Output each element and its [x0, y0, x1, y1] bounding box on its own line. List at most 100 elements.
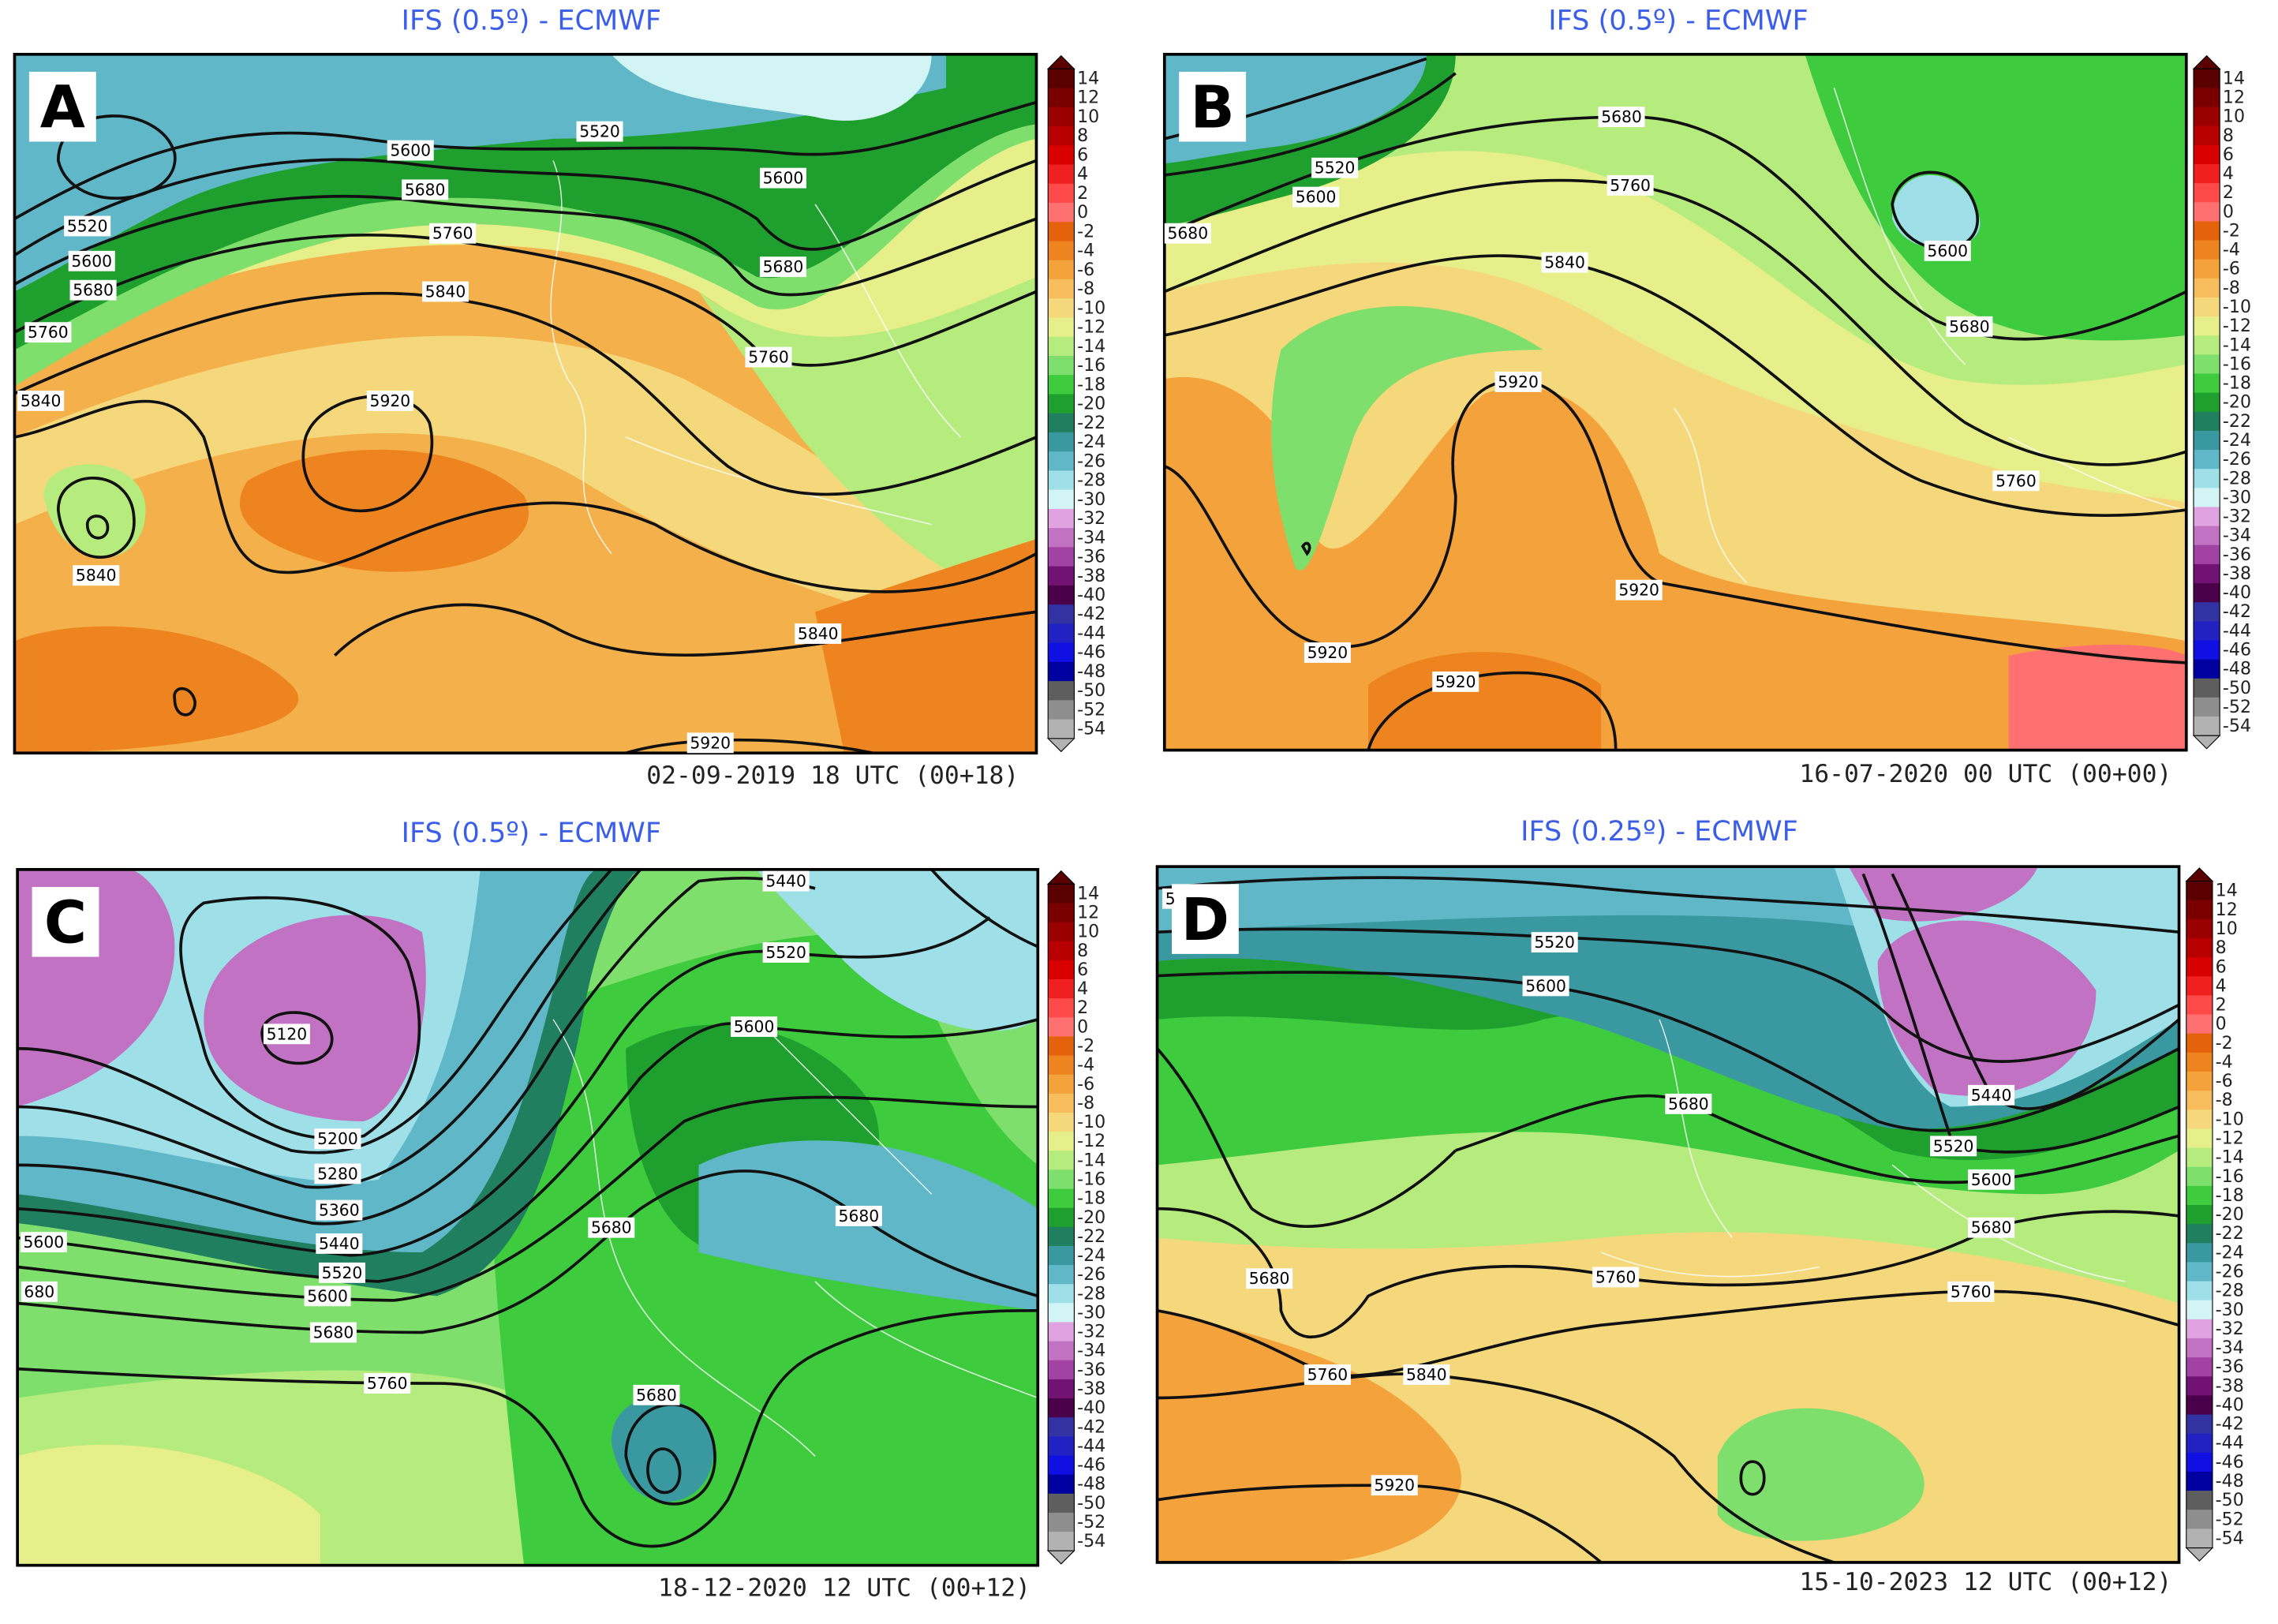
contour-label: 5600 — [1525, 976, 1566, 995]
colorbar-segment — [2194, 125, 2220, 146]
colorbar-label: 2 — [2216, 995, 2227, 1016]
map-d — [1157, 866, 2179, 1562]
colorbar-label: -26 — [1077, 451, 1105, 471]
colorbar-label: -26 — [1077, 1264, 1105, 1285]
colorbar-segment — [2194, 144, 2220, 165]
colorbar-frame — [2193, 68, 2220, 736]
contour-label: 5760 — [367, 1374, 408, 1393]
colorbar-segment — [1048, 336, 1075, 357]
colorbar-label: 12 — [2216, 900, 2238, 920]
colorbar-label: 2 — [1077, 183, 1088, 204]
colorbar-segment — [2186, 1243, 2213, 1263]
colorbar-label: -48 — [2216, 1471, 2244, 1491]
colorbar-label: -18 — [1077, 374, 1105, 395]
colorbar-segment — [2194, 259, 2220, 279]
colorbar-label: 8 — [2223, 125, 2234, 146]
colorbar-label: -8 — [2216, 1090, 2233, 1110]
contour-label-bg — [1665, 1093, 1712, 1114]
colorbar-segment — [2194, 602, 2220, 622]
colorbar-segment — [2194, 107, 2220, 127]
colorbar-bottom-cap — [1046, 1550, 1075, 1565]
colorbar-segment — [2186, 957, 2213, 977]
contour-label: 5680 — [313, 1323, 354, 1341]
colorbar-label: -38 — [2223, 563, 2251, 584]
colorbar-label: -12 — [2223, 316, 2251, 336]
colorbar-segment — [2186, 1491, 2213, 1510]
colorbar-segment — [1048, 1132, 1075, 1151]
contour-label-bg — [1541, 252, 1588, 273]
colorbar-label: -16 — [1077, 355, 1105, 376]
contour-label-bg — [795, 623, 842, 644]
colorbar-segment — [2186, 1281, 2213, 1301]
colorbar-label: 12 — [1077, 903, 1099, 923]
panel-title: IFS (0.5º) - ECMWF — [402, 4, 661, 36]
colorbar-label: 6 — [2216, 956, 2227, 977]
colorbar-label: -30 — [1077, 489, 1105, 510]
map-frame — [1155, 865, 2181, 1564]
colorbar-label: -46 — [2216, 1452, 2244, 1472]
colorbar-segment — [2194, 507, 2220, 527]
colorbar-label: -44 — [1077, 623, 1105, 643]
contour-label-bg — [588, 1217, 635, 1238]
colorbar-label: 2 — [2223, 182, 2234, 203]
contour-label-bg — [745, 346, 792, 368]
colorbar-segment — [1048, 1417, 1075, 1437]
colorbar-segment — [2186, 1033, 2213, 1053]
contour-label: 5680 — [1668, 1095, 1709, 1113]
panel-letter-box — [1172, 884, 1239, 954]
colorbar-label: -36 — [1077, 1360, 1105, 1380]
colorbar-segment — [1048, 394, 1075, 414]
contour-label: 5520 — [1933, 1136, 1974, 1155]
colorbar-segment — [2186, 1414, 2213, 1435]
colorbar-segment — [1048, 222, 1075, 242]
colorbar-label: -14 — [2223, 335, 2251, 355]
colorbar-label: -14 — [2216, 1147, 2244, 1168]
colorbar-segment — [2186, 1376, 2213, 1396]
colorbar-bottom-cap — [2192, 735, 2221, 750]
colorbar-segment — [1048, 69, 1075, 89]
contour-label-bg — [1531, 932, 1578, 953]
contour-label: 5680 — [591, 1218, 632, 1237]
colorbar-segment — [1048, 241, 1075, 261]
colorbar-segment — [1048, 298, 1075, 319]
contour-label-bg — [835, 1205, 882, 1226]
contour-label: 5920 — [370, 391, 411, 410]
colorbar-segment — [2186, 1300, 2213, 1320]
colorbar-bottom-cap — [1046, 738, 1075, 753]
colorbar-segment — [2186, 1109, 2213, 1129]
colorbar-segment — [2186, 1262, 2213, 1282]
colorbar-segment — [1048, 451, 1075, 471]
colorbar-segment — [2186, 1338, 2213, 1358]
panel-title: IFS (0.5º) - ECMWF — [1548, 4, 1808, 36]
colorbar-label: -8 — [1077, 279, 1094, 299]
colorbar-label: -20 — [2216, 1204, 2244, 1225]
contour-label: 5760 — [1996, 471, 2037, 490]
colorbar-segment — [2186, 1128, 2213, 1149]
contour-label-bg — [731, 1016, 778, 1038]
contour-label-bg — [318, 1262, 366, 1283]
map-a — [14, 54, 1037, 754]
colorbar-segment — [2186, 1510, 2213, 1529]
contour-label: 5600 — [734, 1017, 775, 1036]
colorbar-segment — [1048, 432, 1075, 452]
colorbar-segment — [1048, 317, 1075, 338]
colorbar-label: -16 — [2223, 354, 2251, 374]
contour-label-bg — [21, 1281, 58, 1302]
colorbar-segment — [1048, 1398, 1075, 1418]
colorbar-segment — [2194, 563, 2220, 584]
colorbar-label: -22 — [1077, 1226, 1105, 1247]
colorbar-segment — [1048, 1036, 1075, 1057]
contour-label-bg — [1607, 174, 1654, 196]
colorbar-label: -18 — [2216, 1185, 2244, 1206]
colorbar-segment — [2186, 1357, 2213, 1377]
colorbar-label: 4 — [1077, 979, 1088, 999]
colorbar-label: -14 — [1077, 1150, 1105, 1170]
contour-label-bg — [64, 215, 111, 237]
colorbar-bottom-cap — [2185, 1547, 2214, 1562]
contour-label-bg — [1615, 579, 1663, 601]
colorbar-segment — [2186, 1185, 2213, 1206]
colorbar-label: -28 — [1077, 470, 1105, 491]
colorbar-label: -52 — [1077, 1512, 1105, 1532]
colorbar-segment — [1048, 681, 1075, 701]
colorbar-segment — [1048, 1379, 1075, 1399]
